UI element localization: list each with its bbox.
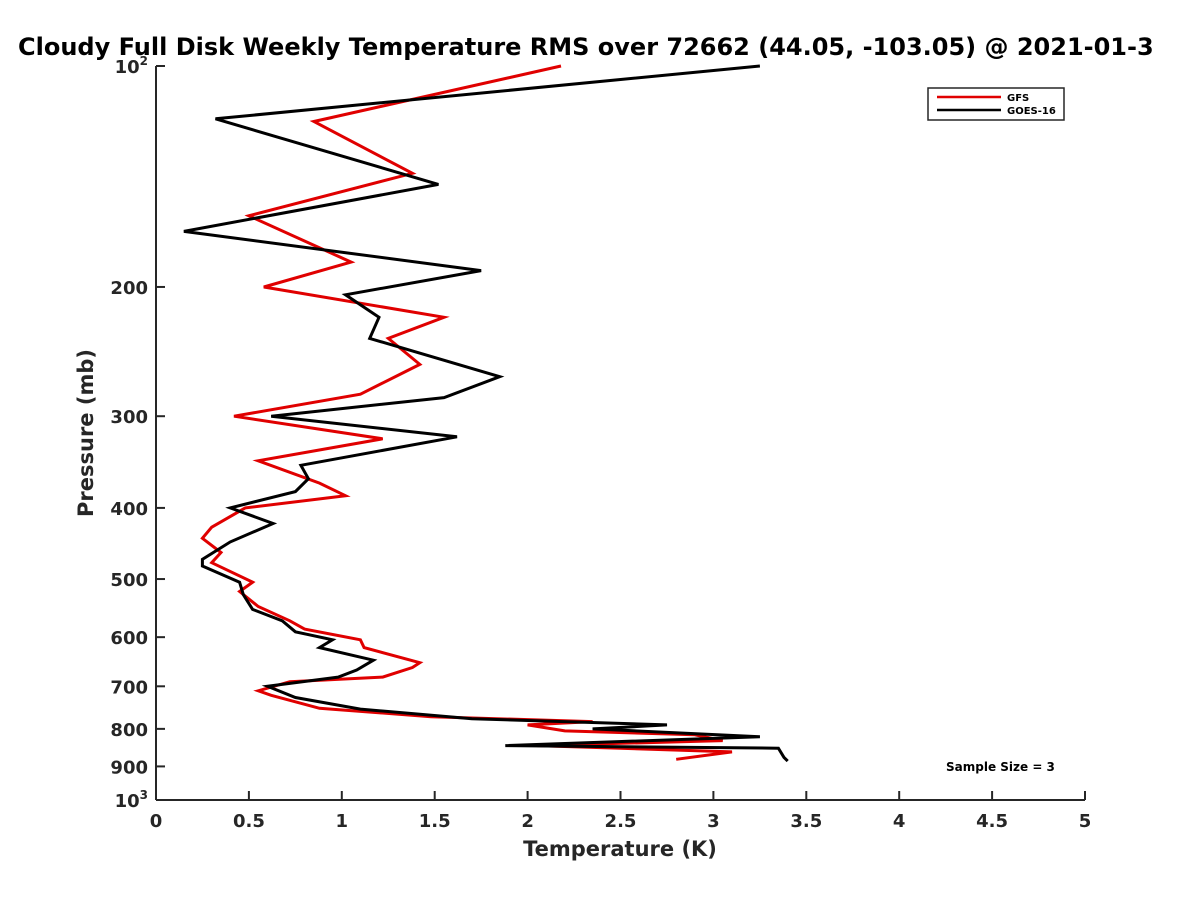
- y-tick-label: 600: [110, 628, 148, 649]
- sample-size-annotation: Sample Size = 3: [946, 760, 1055, 774]
- legend: GFS GOES-16: [927, 87, 1065, 121]
- x-tick-label: 3.5: [790, 811, 822, 832]
- x-tick-label: 0.5: [233, 811, 265, 832]
- x-tick-label: 5: [1079, 811, 1092, 832]
- x-tick-label: 2.5: [605, 811, 637, 832]
- legend-label-gfs: GFS: [1007, 93, 1029, 104]
- legend-label-goes16: GOES-16: [1007, 106, 1056, 117]
- x-tick-label: 3: [707, 811, 720, 832]
- x-tick-label: 2: [521, 811, 534, 832]
- y-tick-label: 102: [115, 54, 148, 78]
- x-tick-label: 4: [893, 811, 906, 832]
- legend-box: [927, 87, 1065, 121]
- y-axis-ticks: 102 200 300 400 500 600 700 800 900 103: [110, 54, 165, 812]
- y-tick-label: 103: [115, 788, 148, 812]
- x-tick-label: 4.5: [976, 811, 1008, 832]
- series-layer: [183, 64, 789, 763]
- y-tick-label: 400: [110, 499, 148, 520]
- y-axis-label: Pressure (mb): [74, 349, 98, 517]
- x-tick-label: 1.5: [419, 811, 451, 832]
- series-line-goes16: [183, 64, 789, 763]
- y-tick-label: 300: [110, 407, 148, 428]
- x-axis-label: Temperature (K): [523, 837, 717, 861]
- y-tick-label: 700: [110, 677, 148, 698]
- plot-area: 0 0.5 1 1.5 2 2.5 3 3.5 4 4.5 5 102 200 300 400 500 600…: [110, 54, 1091, 832]
- y-tick-label: 500: [110, 570, 148, 591]
- x-axis-ticks: 0 0.5 1 1.5 2 2.5 3 3.5 4 4.5 5: [150, 791, 1092, 832]
- x-tick-label: 1: [336, 811, 349, 832]
- y-tick-label: 200: [110, 278, 148, 299]
- y-tick-label: 800: [110, 720, 148, 741]
- y-tick-label: 900: [110, 757, 148, 778]
- x-tick-label: 0: [150, 811, 163, 832]
- chart-title: Cloudy Full Disk Weekly Temperature RMS …: [18, 33, 1154, 61]
